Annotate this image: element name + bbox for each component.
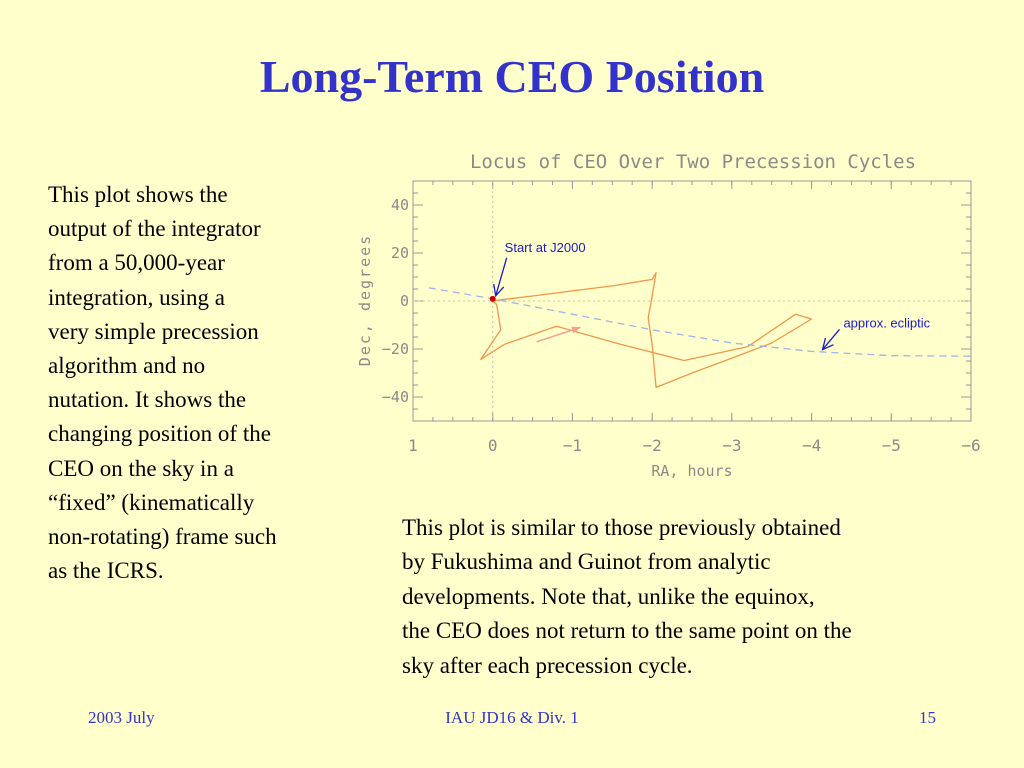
y-axis-label: Dec, degrees [356, 234, 374, 366]
x-tick-label: −3 [722, 436, 741, 455]
y-tick-label: −20 [382, 340, 409, 358]
chart-title: Locus of CEO Over Two Precession Cycles [470, 151, 916, 173]
annotation-arrow-head [493, 283, 505, 298]
description-line: This plot is similar to those previously… [402, 515, 841, 540]
description-line: as the ICRS. [48, 558, 164, 584]
footer-date: 2003 July [88, 708, 155, 727]
ecliptic-annotation-label: approx. ecliptic [843, 315, 930, 330]
description-line: algorithm and no [48, 353, 206, 379]
x-tick-label: −2 [643, 436, 662, 455]
description-line: the CEO does not return to the same poin… [402, 618, 852, 644]
description-line: CEO on the sky in a [48, 455, 234, 481]
ceo-locus-line [480, 272, 813, 389]
description-left: This plot shows the output of the integr… [48, 178, 338, 588]
description-line: developments. Note that, unlike the equi… [402, 583, 815, 609]
footer-event: IAU JD16 & Div. 1 [445, 708, 579, 727]
y-tick-label: 40 [391, 196, 409, 214]
y-tick-label: 0 [400, 292, 409, 310]
start-point-marker [489, 295, 496, 302]
y-tick-label: 20 [391, 244, 409, 262]
annotation-arrow-shaft [495, 257, 508, 297]
footer-page-number: 15 [919, 708, 936, 727]
description-line: “fixed” (kinematically [48, 489, 255, 515]
x-tick-label: 0 [488, 436, 498, 455]
x-tick-label: 1 [408, 436, 418, 455]
x-tick-label: −4 [802, 436, 821, 455]
x-tick-label: −6 [961, 436, 980, 455]
description-line: integration, using a [48, 284, 225, 310]
x-tick-label: −1 [563, 436, 582, 455]
description-line: non-rotating) frame such [48, 524, 277, 550]
description-line: changing position of the [48, 421, 271, 447]
ecliptic-line [428, 287, 972, 357]
annotation-arrow-shaft [822, 328, 840, 351]
description-line: This plot shows the [48, 182, 228, 207]
description-bottom: This plot is similar to those previously… [402, 511, 972, 683]
x-axis-label: RA, hours [651, 462, 732, 480]
description-line: nutation. It shows the [48, 387, 247, 413]
x-tick-label: −5 [882, 436, 901, 455]
y-tick-label: −40 [382, 388, 409, 406]
description-line: by Fukushima and Guinot from analytic [402, 549, 771, 575]
slide-title: Long-Term CEO Position [259, 51, 765, 102]
description-line: sky after each precession cycle. [402, 652, 693, 678]
ceo-locus-chart: Locus of CEO Over Two Precession Cycles … [356, 151, 981, 480]
description-line: output of the integrator [48, 216, 261, 242]
start-annotation-label: Start at J2000 [505, 240, 586, 255]
motion-arrow-head [571, 326, 581, 334]
description-line: very simple precession [48, 318, 259, 344]
description-line: from a 50,000-year [48, 250, 225, 276]
annotation-arrow-head [821, 337, 834, 351]
